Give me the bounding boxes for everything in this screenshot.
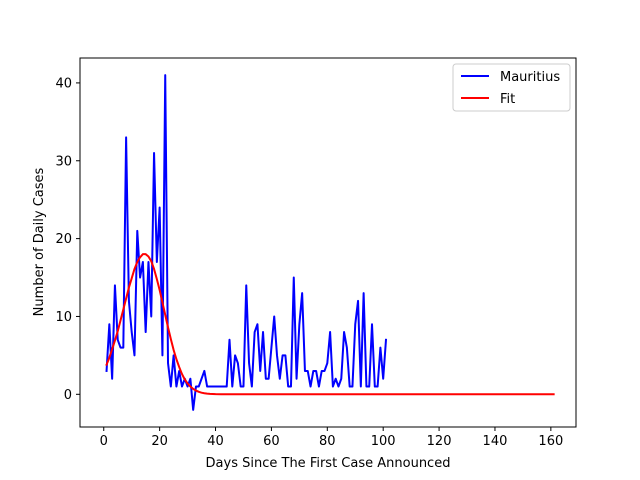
series-layer [105, 74, 555, 411]
x-tick-label: 160 [538, 434, 563, 449]
x-tick-label: 100 [371, 434, 396, 449]
x-tick-label: 140 [483, 434, 508, 449]
y-tick-label: 0 [64, 388, 72, 403]
axes-layer: 0 20 40 60 80 100 120 140 160 0 10 20 30 40 [55, 57, 577, 449]
legend-label-fit: Fit [500, 92, 515, 107]
y-tick-label: 40 [55, 76, 72, 91]
x-tick-label: 120 [427, 434, 452, 449]
x-axis-label: Days Since The First Case Announced [206, 456, 451, 471]
x-tick-label: 40 [207, 434, 224, 449]
plot-area [80, 58, 576, 427]
x-tick-label: 80 [319, 434, 336, 449]
legend-label-mauritius: Mauritius [500, 70, 560, 85]
x-tick-label: 20 [151, 434, 168, 449]
y-axis-label: Number of Daily Cases [32, 167, 47, 316]
series-line-mauritius [105, 74, 388, 411]
x-tick-label: 60 [263, 434, 280, 449]
series-line-fit [105, 253, 555, 396]
plot-background [80, 58, 576, 427]
x-tick-label: 0 [100, 434, 108, 449]
legend: Mauritius Fit [452, 63, 571, 112]
axes-frame [79, 57, 577, 428]
y-tick-label: 10 [55, 310, 72, 325]
y-tick-label: 20 [55, 232, 72, 247]
y-tick-label: 30 [55, 154, 72, 169]
